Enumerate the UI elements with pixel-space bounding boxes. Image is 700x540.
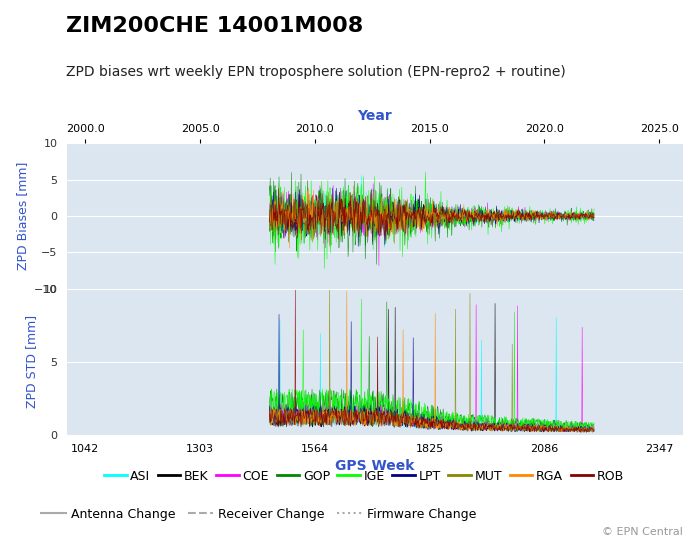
Y-axis label: ZPD STD [mm]: ZPD STD [mm] <box>25 315 38 408</box>
Legend: Antenna Change, Receiver Change, Firmware Change: Antenna Change, Receiver Change, Firmwar… <box>36 503 482 525</box>
Legend: ASI, BEK, COE, GOP, IGE, LPT, MUT, RGA, ROB: ASI, BEK, COE, GOP, IGE, LPT, MUT, RGA, … <box>99 465 629 488</box>
Y-axis label: ZPD Biases [mm]: ZPD Biases [mm] <box>15 162 29 270</box>
Text: © EPN Central: © EPN Central <box>601 527 682 537</box>
X-axis label: GPS Week: GPS Week <box>335 460 414 473</box>
Text: ZPD biases wrt weekly EPN troposphere solution (EPN-repro2 + routine): ZPD biases wrt weekly EPN troposphere so… <box>66 65 566 79</box>
X-axis label: Year: Year <box>357 109 392 123</box>
Text: ZIM200CHE 14001M008: ZIM200CHE 14001M008 <box>66 16 364 36</box>
